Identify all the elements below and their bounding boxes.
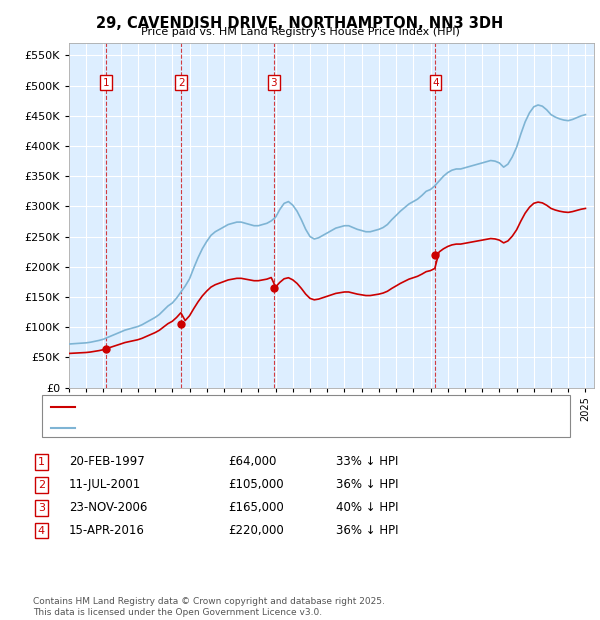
Text: 4: 4 bbox=[432, 78, 439, 87]
Text: 4: 4 bbox=[38, 526, 45, 536]
Text: 15-APR-2016: 15-APR-2016 bbox=[69, 525, 145, 537]
Text: Price paid vs. HM Land Registry's House Price Index (HPI): Price paid vs. HM Land Registry's House … bbox=[140, 27, 460, 37]
Text: £165,000: £165,000 bbox=[228, 502, 284, 514]
Text: 3: 3 bbox=[38, 503, 45, 513]
Text: £105,000: £105,000 bbox=[228, 479, 284, 491]
Text: 20-FEB-1997: 20-FEB-1997 bbox=[69, 456, 145, 468]
Text: 2: 2 bbox=[178, 78, 185, 87]
Text: 36% ↓ HPI: 36% ↓ HPI bbox=[336, 525, 398, 537]
Text: 33% ↓ HPI: 33% ↓ HPI bbox=[336, 456, 398, 468]
Text: £64,000: £64,000 bbox=[228, 456, 277, 468]
Text: 2: 2 bbox=[38, 480, 45, 490]
Text: HPI: Average price, detached house, West Northamptonshire: HPI: Average price, detached house, West… bbox=[79, 423, 396, 433]
Text: 40% ↓ HPI: 40% ↓ HPI bbox=[336, 502, 398, 514]
Text: 29, CAVENDISH DRIVE, NORTHAMPTON, NN3 3DH: 29, CAVENDISH DRIVE, NORTHAMPTON, NN3 3D… bbox=[97, 16, 503, 30]
Text: 36% ↓ HPI: 36% ↓ HPI bbox=[336, 479, 398, 491]
Text: 1: 1 bbox=[103, 78, 109, 87]
Text: 29, CAVENDISH DRIVE, NORTHAMPTON, NN3 3DH (detached house): 29, CAVENDISH DRIVE, NORTHAMPTON, NN3 3D… bbox=[79, 402, 431, 412]
Text: 11-JUL-2001: 11-JUL-2001 bbox=[69, 479, 141, 491]
Text: 3: 3 bbox=[271, 78, 277, 87]
Text: Contains HM Land Registry data © Crown copyright and database right 2025.
This d: Contains HM Land Registry data © Crown c… bbox=[33, 598, 385, 617]
Text: £220,000: £220,000 bbox=[228, 525, 284, 537]
Text: 23-NOV-2006: 23-NOV-2006 bbox=[69, 502, 148, 514]
Text: 1: 1 bbox=[38, 457, 45, 467]
